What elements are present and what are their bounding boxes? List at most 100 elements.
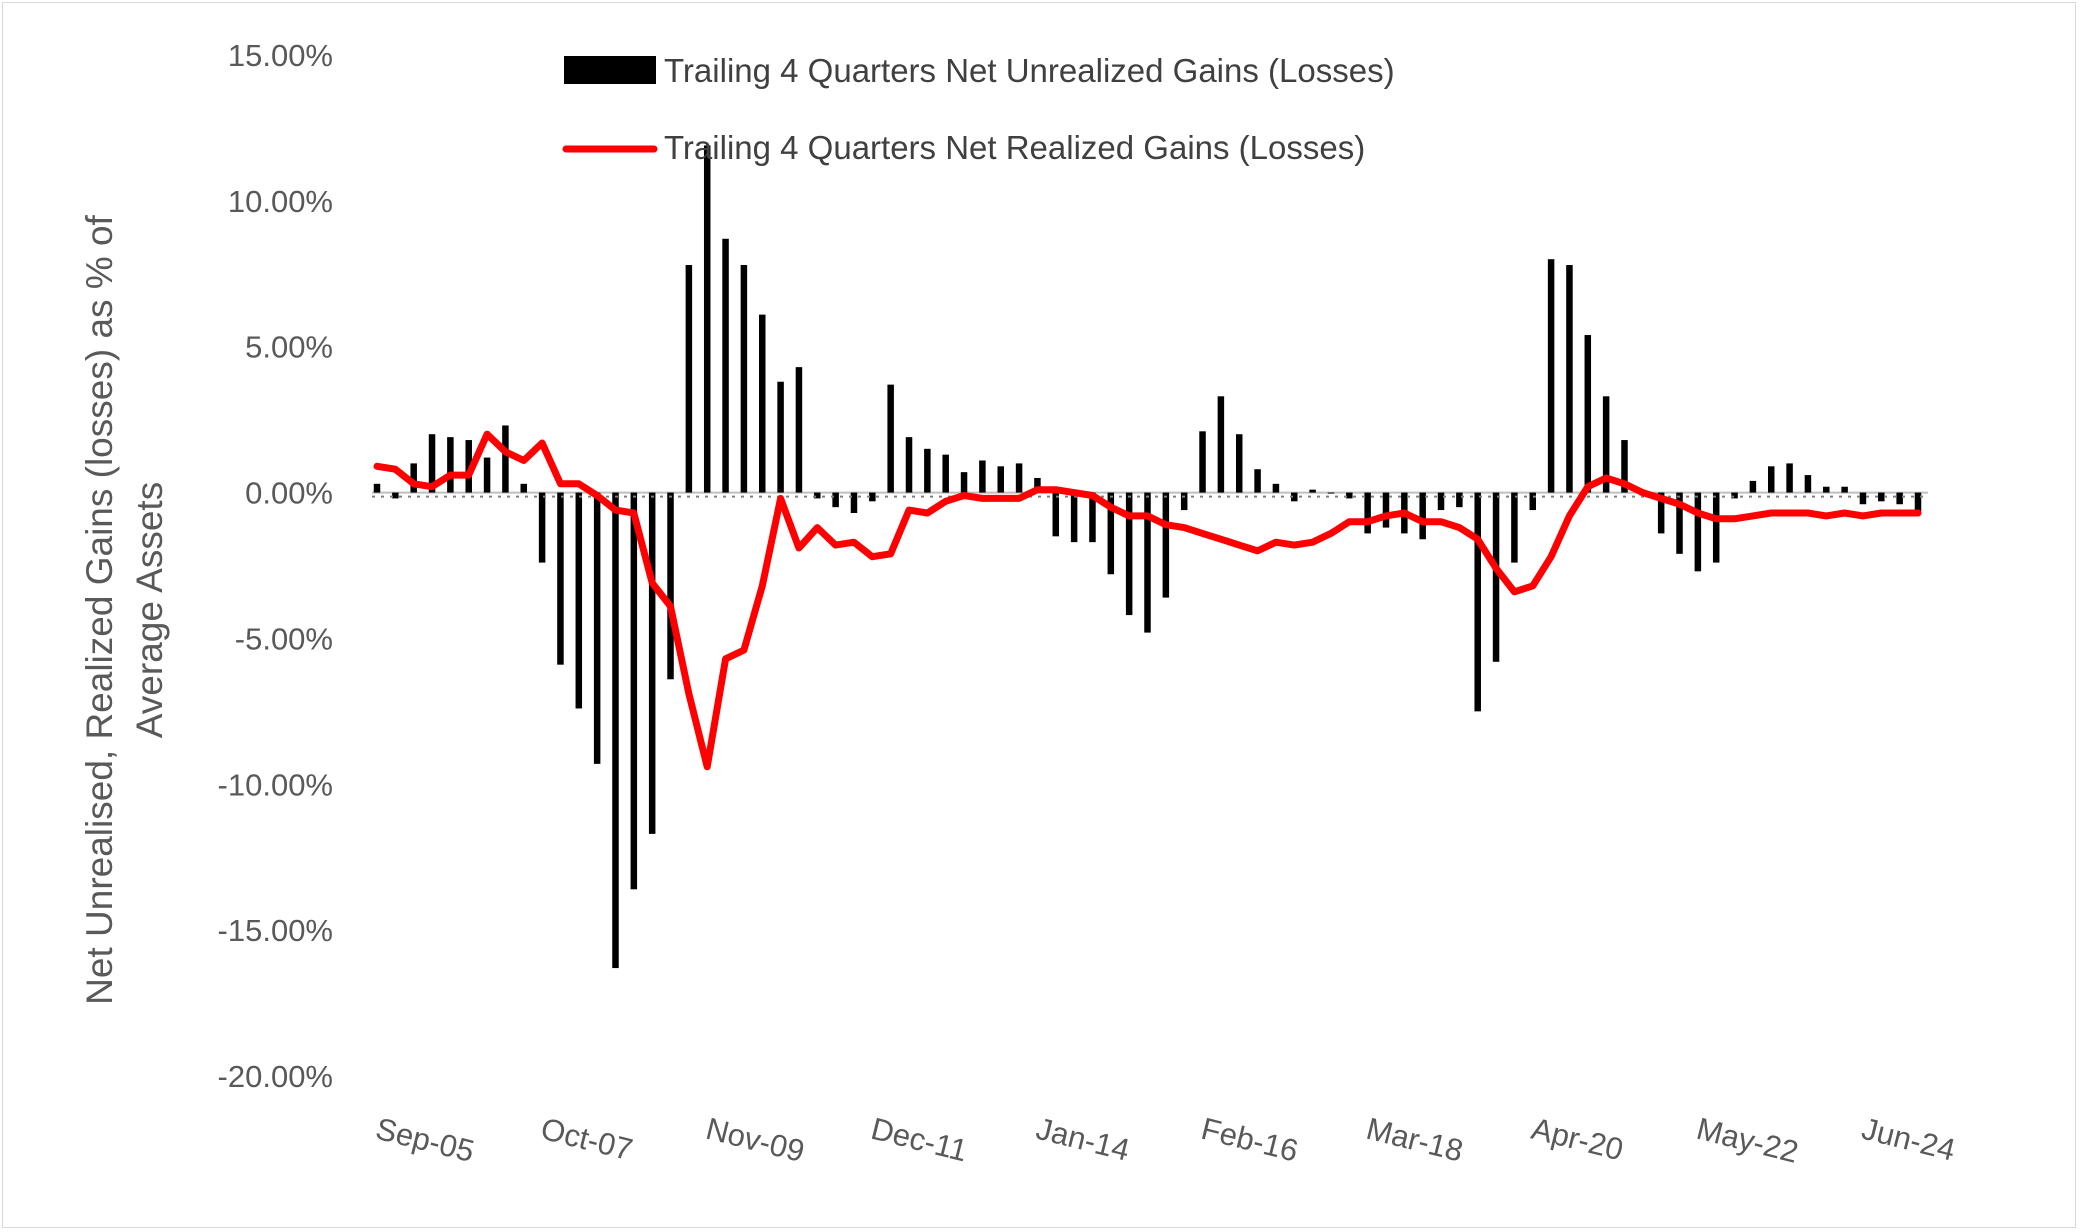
bar <box>593 492 601 764</box>
bar <box>1767 466 1775 493</box>
bar <box>667 492 674 680</box>
bar <box>483 457 491 493</box>
x-tick-label: Jan-14 <box>1033 1111 1133 1168</box>
bar <box>703 145 711 493</box>
legend-label-unrealized: Trailing 4 Quarters Net Unrealized Gains… <box>664 52 1395 89</box>
bar <box>1896 492 1903 505</box>
bar <box>1566 265 1573 493</box>
y-axis-title-line-2: Average Assets <box>129 482 170 738</box>
bar <box>1492 492 1500 662</box>
bar <box>1089 492 1096 543</box>
bar <box>1144 492 1151 633</box>
bar <box>1621 440 1628 493</box>
bar <box>1731 492 1738 499</box>
bar <box>722 238 729 493</box>
legend-label-realized: Trailing 4 Quarters Net Realized Gains (… <box>664 129 1365 166</box>
bar <box>924 448 931 493</box>
bar <box>960 472 968 493</box>
bar <box>740 265 748 493</box>
bar <box>1529 492 1536 511</box>
bar <box>1511 492 1518 563</box>
bar <box>612 492 619 969</box>
x-tick-label: Nov-09 <box>703 1111 808 1169</box>
legend-item-realized: Trailing 4 Quarters Net Realized Gains (… <box>562 129 1365 166</box>
x-tick-label: Jun-24 <box>1858 1111 1958 1168</box>
bar <box>1107 492 1115 575</box>
bar <box>814 492 821 499</box>
x-tick-labels: Sep-05 Oct-07 Nov-09 Dec-11 Jan-14 Feb-16 Mar-… <box>372 1111 1958 1170</box>
bar <box>1878 492 1885 502</box>
bar <box>1180 492 1188 511</box>
bar <box>465 440 472 493</box>
bar <box>1804 475 1812 493</box>
y-tick-labels: 15.00% 10.00% 5.00% 0.00% -5.00% -10.00% -15.0… <box>218 38 333 1094</box>
bar <box>1456 492 1463 508</box>
bar <box>979 460 986 493</box>
bar <box>630 492 638 890</box>
bar <box>997 466 1004 493</box>
bar <box>777 381 784 493</box>
bar <box>832 492 839 508</box>
bar <box>392 492 399 499</box>
legend: Trailing 4 Quarters Net Unrealized Gains… <box>562 52 1395 166</box>
bar <box>1914 492 1922 513</box>
bar <box>1125 492 1133 616</box>
y-tick-label: 5.00% <box>245 330 333 365</box>
bar <box>538 492 546 563</box>
bar <box>1602 396 1610 493</box>
bar <box>1235 434 1243 493</box>
bar <box>1327 492 1335 494</box>
bar <box>1052 492 1060 537</box>
bar <box>1034 477 1041 493</box>
y-tick-label: -20.00% <box>218 1059 333 1094</box>
y-axis-title: Net Unrealised, Realized Gains (losses) … <box>79 214 170 1004</box>
y-tick-label: 10.00% <box>228 184 333 219</box>
bar <box>942 454 949 493</box>
bar <box>1199 431 1206 493</box>
unrealized-bars <box>373 145 1922 969</box>
x-tick-label: Sep-05 <box>372 1111 477 1169</box>
x-tick-label: Oct-07 <box>537 1111 636 1167</box>
bar <box>1437 492 1445 511</box>
bar <box>447 437 454 493</box>
bar <box>1676 492 1683 554</box>
bar <box>1474 492 1481 712</box>
bar <box>410 463 417 493</box>
bar <box>1309 489 1316 493</box>
bar <box>1254 469 1261 493</box>
bar <box>1584 335 1592 493</box>
bar <box>1162 492 1170 598</box>
bar <box>1346 492 1353 499</box>
legend-swatch-bars <box>564 56 656 84</box>
bar <box>1749 480 1757 493</box>
bar <box>520 483 528 493</box>
bar <box>648 492 656 834</box>
x-tick-label: May-22 <box>1693 1111 1802 1170</box>
bar <box>1712 492 1720 563</box>
x-tick-label: Dec-11 <box>868 1111 971 1169</box>
bar <box>1841 486 1848 493</box>
bar <box>502 425 509 493</box>
bar <box>1015 463 1023 493</box>
x-tick-label: Apr-20 <box>1528 1111 1627 1167</box>
x-tick-label: Mar-18 <box>1363 1111 1467 1169</box>
bar <box>1382 492 1390 528</box>
y-tick-label: -10.00% <box>218 767 333 802</box>
y-tick-label: -15.00% <box>218 913 333 948</box>
bar <box>1217 396 1225 493</box>
y-axis-title-line-1: Net Unrealised, Realized Gains (losses) … <box>79 214 120 1004</box>
bar <box>575 492 583 709</box>
bar <box>1547 259 1555 493</box>
bar <box>428 434 436 493</box>
bar <box>1364 492 1371 534</box>
bar <box>1291 492 1298 502</box>
bar <box>1070 492 1078 543</box>
legend-item-unrealized: Trailing 4 Quarters Net Unrealized Gains… <box>564 52 1395 89</box>
bar <box>1272 483 1280 493</box>
bar <box>1694 492 1702 572</box>
bar <box>1657 492 1665 534</box>
bar <box>1823 486 1830 493</box>
bar <box>869 492 876 502</box>
